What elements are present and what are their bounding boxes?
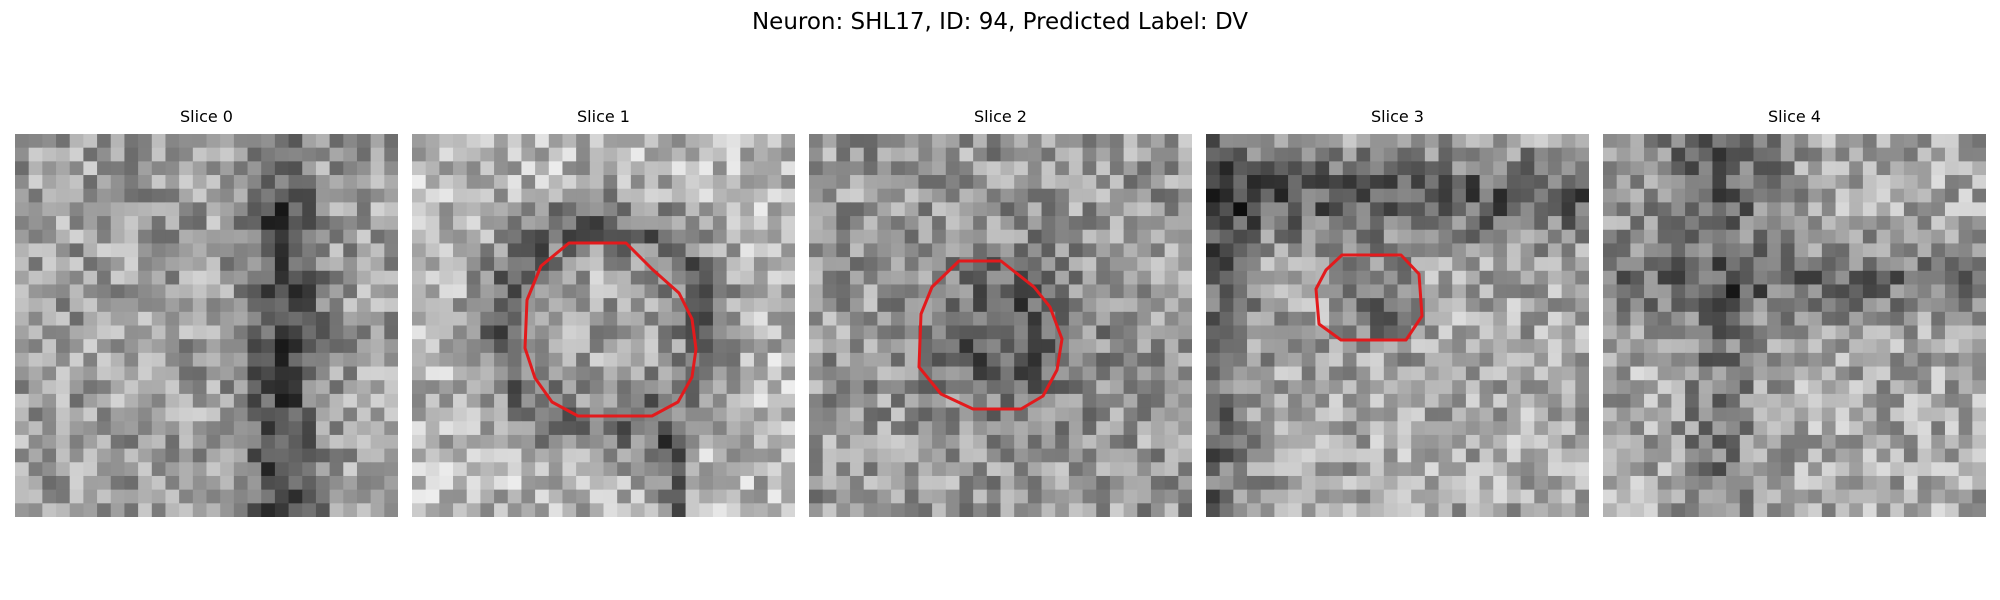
slice-image-3 [1206,134,1589,517]
roi-outline-3 [1314,253,1424,342]
slice-panel-1: Slice 1 [412,107,795,517]
slice-panel-4: Slice 4 [1603,107,1986,517]
slice-title-0: Slice 0 [180,107,233,126]
slice-title-3: Slice 3 [1371,107,1424,126]
roi-outline-2 [917,259,1064,411]
slice-panel-0: Slice 0 [15,107,398,517]
slice-image-0 [15,134,398,517]
slice-image-4 [1603,134,1986,517]
figure-title: Neuron: SHL17, ID: 94, Predicted Label: … [751,9,1249,35]
slice-image-2 [809,134,1192,517]
slice-title-1: Slice 1 [577,107,630,126]
slice-panel-3: Slice 3 [1206,107,1589,517]
roi-outline-1 [523,241,698,418]
slice-title-2: Slice 2 [974,107,1027,126]
slice-panel-2: Slice 2 [809,107,1192,517]
slice-title-4: Slice 4 [1768,107,1821,126]
slice-image-1 [412,134,795,517]
